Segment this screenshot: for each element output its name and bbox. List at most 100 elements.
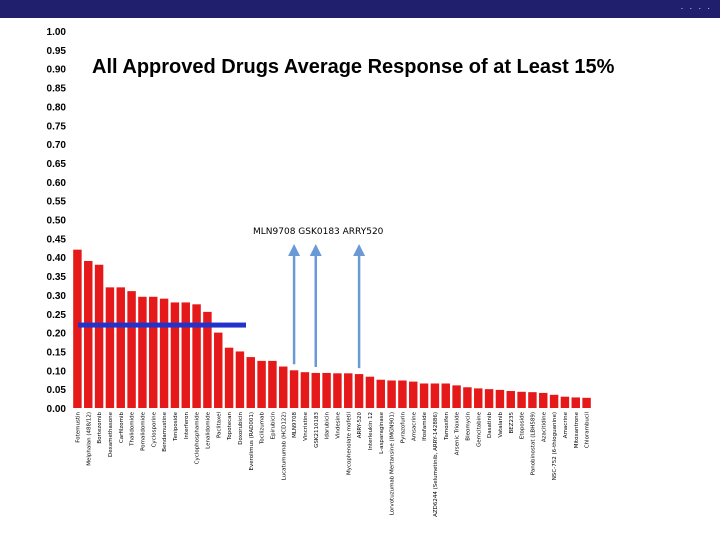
category-label: Topotecan xyxy=(227,411,233,441)
category-label: Lucatumumab (HCD122) xyxy=(281,412,287,480)
category-label: L-asparaginase xyxy=(379,411,385,453)
bar xyxy=(484,389,494,408)
y-tick-label: 0.80 xyxy=(47,102,67,113)
bar xyxy=(354,374,364,408)
category-label: Cyclophosphamide xyxy=(195,411,201,464)
bar xyxy=(94,264,104,408)
chart-title: All Approved Drugs Average Response of a… xyxy=(92,56,615,78)
bar xyxy=(463,387,472,408)
bar xyxy=(539,392,548,408)
category-label: Teniposide xyxy=(173,411,179,442)
bar xyxy=(528,392,537,408)
category-label: Doxorubicin xyxy=(238,411,244,444)
bar xyxy=(159,298,169,408)
arrow-head xyxy=(353,244,366,256)
bar xyxy=(517,391,526,408)
category-label: Fotemustin xyxy=(75,411,81,442)
category-label: Carfilzomib xyxy=(119,411,125,443)
category-label: Vindesine xyxy=(335,411,341,438)
category-label: Amsacrine xyxy=(411,411,417,441)
bar xyxy=(571,397,580,408)
category-label: Azacitidine xyxy=(541,411,547,442)
bar xyxy=(73,249,82,408)
bar xyxy=(192,304,201,408)
y-tick-label: 0.10 xyxy=(47,366,67,377)
bar xyxy=(203,311,212,408)
header-dots: · · · · xyxy=(680,4,712,13)
bar xyxy=(181,302,190,408)
category-label: Paclitaxel xyxy=(216,412,222,439)
arrow-head xyxy=(309,244,322,256)
bar xyxy=(333,373,342,408)
bar xyxy=(105,287,115,408)
bar xyxy=(235,351,245,408)
bar xyxy=(409,381,418,408)
bar xyxy=(127,291,136,408)
bar xyxy=(376,379,385,408)
y-tick-label: 0.60 xyxy=(47,178,67,189)
category-label: Lenalidomide xyxy=(205,411,211,448)
threshold-line xyxy=(78,322,246,328)
category-label: Pyrazofurin xyxy=(400,411,406,443)
y-tick-label: 0.75 xyxy=(47,121,67,132)
y-tick-label: 0.35 xyxy=(47,272,67,283)
y-tick-label: 0.90 xyxy=(47,65,67,76)
bar xyxy=(495,389,505,408)
bar xyxy=(300,372,310,408)
category-label: ARRY-520 xyxy=(357,412,363,439)
y-tick-label: 0.20 xyxy=(47,329,67,340)
category-label: MLN9708 xyxy=(292,412,298,438)
bar xyxy=(344,373,353,408)
bar xyxy=(214,332,223,408)
bar xyxy=(549,394,559,408)
bar xyxy=(246,357,255,408)
y-tick-label: 0.40 xyxy=(47,253,67,264)
y-tick-label: 0.65 xyxy=(47,159,67,170)
y-tick-label: 0.15 xyxy=(47,347,67,358)
y-tick-label: 0.05 xyxy=(47,385,67,396)
category-label: Panobinostat (LBH589) xyxy=(530,412,536,475)
category-label: Thalidomide xyxy=(130,411,136,447)
category-label: Interleukin 12 xyxy=(368,412,374,450)
category-label: Everolimus (RAD001) xyxy=(249,412,255,471)
bar xyxy=(224,347,234,408)
bar xyxy=(289,370,299,408)
bar xyxy=(365,376,375,408)
category-label: BEZ235 xyxy=(509,412,515,434)
category-label: Amacrine xyxy=(563,411,569,438)
bar xyxy=(149,296,158,408)
bar xyxy=(268,360,277,408)
bar xyxy=(257,360,266,408)
category-label: Gemcitabine xyxy=(476,411,482,447)
bar xyxy=(441,383,450,408)
y-tick-label: 0.25 xyxy=(47,310,67,321)
header-bar: · · · · xyxy=(0,0,720,18)
bar xyxy=(419,383,429,408)
category-label: Cyclosporine xyxy=(151,411,157,447)
category-label: Tocilizumab xyxy=(260,412,266,445)
bar xyxy=(474,388,483,408)
bar xyxy=(430,383,440,408)
y-tick-label: 0.70 xyxy=(47,140,67,151)
bar xyxy=(560,396,570,408)
category-label: AZD6244 (Selumetinib, ARRY-142886) xyxy=(433,412,439,517)
bar xyxy=(387,380,396,408)
y-tick-label: 0.30 xyxy=(47,291,67,302)
arrow-annotation: MLN9708 GSK0183 ARRY520 xyxy=(253,227,384,237)
category-label: Mitoxantrone xyxy=(574,411,580,448)
bar xyxy=(279,366,288,408)
category-label: Arsenic Trioxide xyxy=(455,411,461,455)
category-label: Interferon xyxy=(184,411,190,439)
category-label: Dexamethasone xyxy=(108,411,114,457)
category-label: Chlorambucil xyxy=(585,412,591,449)
bar xyxy=(398,380,407,408)
category-label: Bleomycin xyxy=(465,411,471,440)
category-label: Etoposide xyxy=(520,411,526,439)
y-tick-label: 0.45 xyxy=(47,234,67,245)
category-label: Pomalidomide xyxy=(140,411,146,451)
bar xyxy=(582,397,591,408)
category-label: Epirubicin xyxy=(270,411,276,439)
bar xyxy=(506,391,515,408)
y-tick-label: 1.00 xyxy=(47,27,67,38)
category-label: Bortezomib xyxy=(97,412,103,444)
